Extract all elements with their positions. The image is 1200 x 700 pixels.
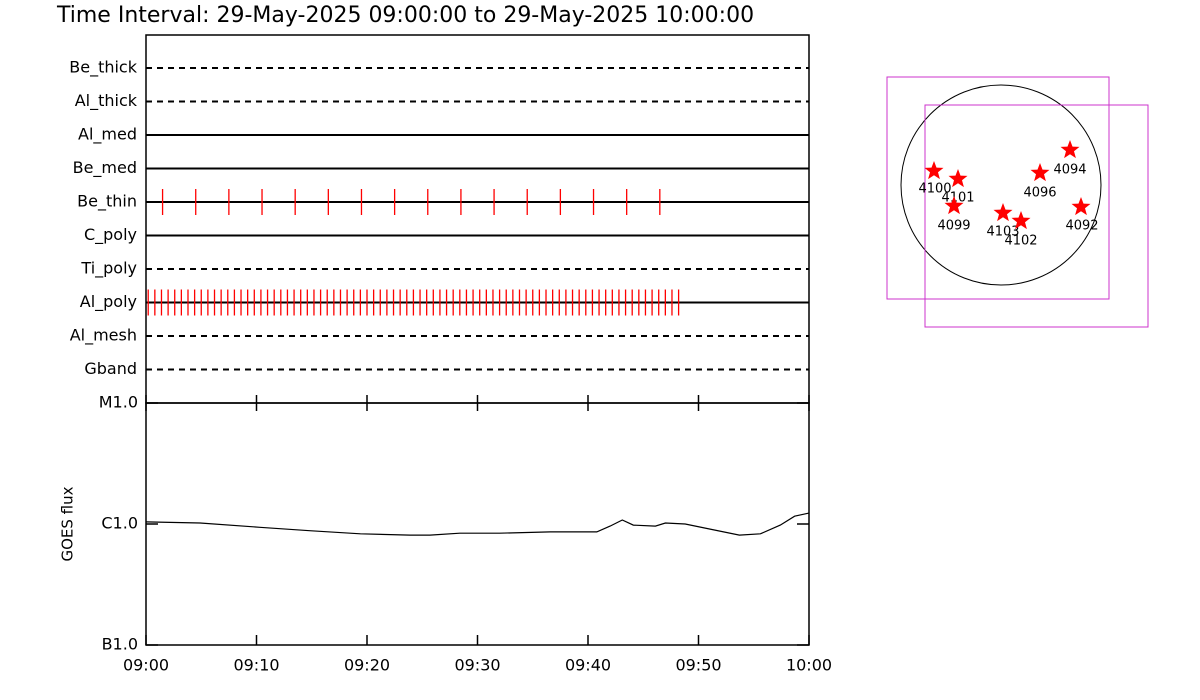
x-tick-label: 09:10 [233, 656, 279, 675]
filter-label: Al_poly [80, 292, 137, 312]
region-label: 4100 [918, 182, 951, 197]
timeline-frame [145, 34, 810, 404]
region-marker [948, 169, 968, 188]
region-marker [1060, 140, 1080, 159]
y-tick-label: M1.0 [99, 393, 138, 412]
region-label: 4092 [1065, 219, 1098, 234]
region-label: 4101 [941, 191, 974, 206]
region-label: 4099 [937, 219, 970, 234]
title: Time Interval: 29-May-2025 09:00:00 to 2… [56, 3, 754, 28]
filter-label: Al_mesh [70, 326, 137, 346]
y-axis-label: GOES flux [59, 486, 77, 561]
filter-label: Gband [84, 359, 137, 378]
fov-box [886, 76, 1110, 300]
filter-label: Be_med [73, 158, 137, 178]
filter-label: Ti_poly [80, 259, 137, 279]
x-tick-label: 10:00 [786, 656, 832, 675]
region-marker [1030, 163, 1050, 182]
goes-curve [145, 512, 810, 536]
region-marker [1071, 197, 1091, 216]
fov-box [924, 104, 1149, 328]
region-label: 4103 [986, 225, 1019, 240]
x-tick-label: 09:30 [454, 656, 500, 675]
x-tick-label: 09:00 [123, 656, 169, 675]
region-label: 4094 [1053, 163, 1086, 178]
x-tick-label: 09:40 [565, 656, 611, 675]
goes-frame [145, 402, 810, 646]
y-tick-label: C1.0 [101, 514, 138, 533]
solar-disk [900, 84, 1102, 286]
region-marker [944, 196, 964, 215]
region-marker [993, 203, 1013, 222]
region-marker [924, 161, 944, 180]
filter-label: Be_thin [77, 192, 137, 212]
region-label: 4096 [1023, 186, 1056, 201]
filter-label: C_poly [84, 225, 137, 245]
region-marker [1011, 211, 1031, 230]
y-tick-label: B1.0 [102, 635, 138, 654]
filter-label: Al_thick [75, 91, 138, 111]
x-tick-label: 09:50 [675, 656, 721, 675]
filter-label: Be_thick [69, 58, 137, 78]
region-label: 4102 [1004, 234, 1037, 249]
filter-label: Al_med [78, 125, 137, 145]
x-tick-label: 09:20 [344, 656, 390, 675]
